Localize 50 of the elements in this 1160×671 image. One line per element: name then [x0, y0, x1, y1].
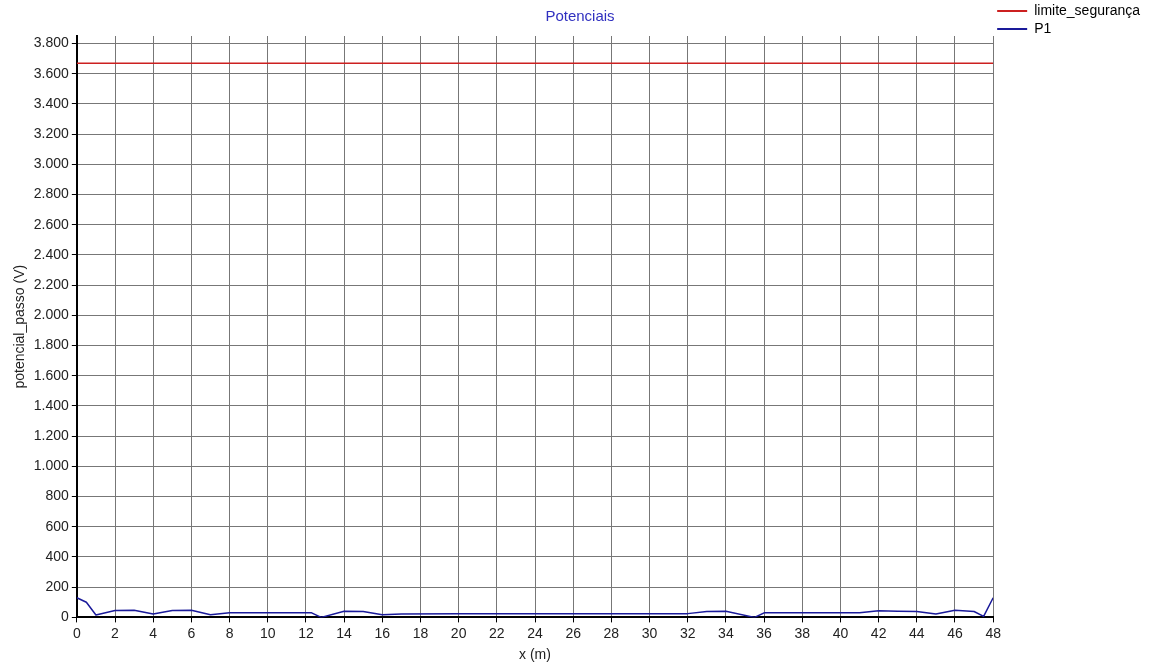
- x-tick-label: 26: [565, 624, 582, 641]
- y-tick-label: 2.400: [33, 245, 70, 262]
- x-tick-label: 22: [489, 624, 505, 641]
- y-tick-label: 3.000: [33, 155, 70, 172]
- y-axis-title: potencial_passo (V): [11, 264, 28, 389]
- y-tick-label: 600: [45, 517, 70, 534]
- chart-title: Potenciais: [545, 7, 615, 25]
- x-tick-label: 4: [149, 624, 158, 641]
- y-tick-label: 0: [61, 608, 70, 625]
- x-tick-label: 24: [527, 624, 543, 641]
- x-tick-label: 2: [111, 624, 120, 641]
- x-tick-label: 42: [870, 624, 887, 641]
- x-tick-label: 0: [72, 624, 81, 641]
- x-tick-label: 10: [259, 624, 276, 641]
- x-tick-label: 6: [187, 624, 196, 641]
- x-tick-label: 34: [718, 624, 734, 641]
- x-tick-label: 8: [225, 624, 234, 641]
- y-tick-label: 3.600: [33, 64, 70, 81]
- x-tick-label: 48: [985, 624, 1002, 641]
- x-tick-label: 14: [336, 624, 353, 641]
- x-tick-label: 30: [641, 624, 658, 641]
- y-tick-label: 2.600: [33, 215, 70, 232]
- x-tick-label: 40: [832, 624, 849, 641]
- y-tick-label: 3.800: [33, 34, 70, 51]
- legend-label: limite_segurança: [1034, 1, 1141, 18]
- y-tick-label: 1.200: [33, 427, 70, 444]
- x-tick-label: 38: [794, 624, 811, 641]
- x-tick-label: 18: [412, 624, 429, 641]
- x-tick-label: 16: [374, 624, 391, 641]
- y-tick-label: 800: [45, 487, 70, 504]
- x-tick-label: 44: [909, 624, 925, 641]
- y-tick-label: 400: [45, 547, 70, 564]
- y-tick-label: 1.400: [33, 396, 70, 413]
- y-tick-label: 200: [45, 578, 70, 595]
- y-tick-label: 1.000: [33, 457, 70, 474]
- x-tick-label: 36: [756, 624, 773, 641]
- y-tick-label: 1.600: [33, 366, 70, 383]
- x-tick-label: 20: [450, 624, 467, 641]
- x-tick-label: 46: [947, 624, 963, 641]
- x-axis-title: x (m): [519, 646, 551, 663]
- x-tick-label: 28: [603, 624, 620, 641]
- x-tick-label: 32: [679, 624, 696, 641]
- x-tick-label: 12: [298, 624, 314, 641]
- y-tick-label: 3.200: [33, 125, 70, 142]
- y-tick-label: 1.800: [33, 336, 70, 353]
- y-tick-label: 2.800: [33, 185, 70, 202]
- legend-label: P1: [1034, 19, 1052, 36]
- y-tick-label: 2.000: [33, 306, 70, 323]
- y-tick-label: 3.400: [33, 94, 70, 111]
- y-tick-label: 2.200: [33, 276, 70, 293]
